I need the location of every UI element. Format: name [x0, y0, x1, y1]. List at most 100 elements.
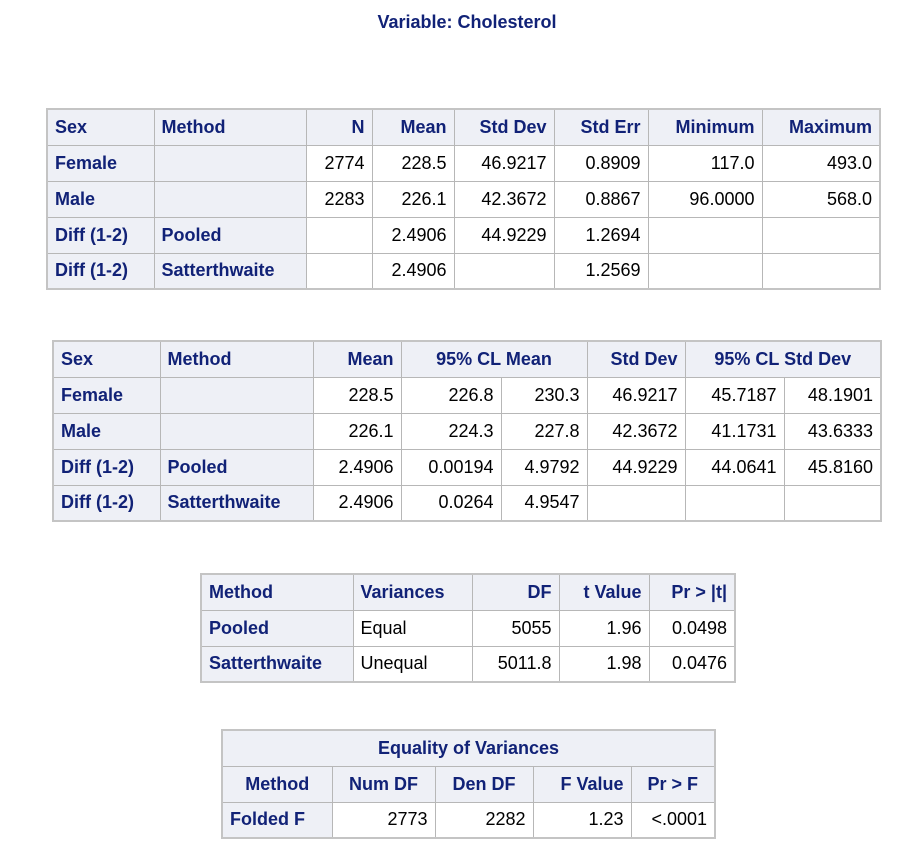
table-row: Satterthwaite Unequal 5011.8 1.98 0.0476: [200, 645, 736, 683]
table-header-row: Method Num DF Den DF F Value Pr > F: [221, 765, 716, 803]
table-cell: 0.8909: [553, 144, 649, 182]
table-cell: 42.3672: [586, 412, 686, 450]
table-row: Female 228.5 226.8 230.3 46.9217 45.7187…: [52, 376, 882, 414]
table-header-row: Sex Method Mean 95% CL Mean Std Dev 95% …: [52, 340, 882, 378]
column-header: Sex: [52, 340, 161, 378]
column-header: F Value: [532, 765, 632, 803]
row-header: [159, 412, 314, 450]
row-header: Female: [52, 376, 161, 414]
column-header: Num DF: [331, 765, 436, 803]
table-cell: 0.8867: [553, 180, 649, 218]
column-header: Method: [153, 108, 307, 146]
table-cell: 44.9229: [586, 448, 686, 486]
table-caption: Equality of Variances: [221, 729, 716, 767]
table-cell: 44.0641: [684, 448, 785, 486]
table-row: Female 2774 228.5 46.9217 0.8909 117.0 4…: [46, 144, 881, 182]
table-cell: 2.4906: [312, 448, 402, 486]
table-cell: 43.6333: [783, 412, 882, 450]
row-header: [159, 376, 314, 414]
statistics-table: Sex Method N Mean Std Dev Std Err Minimu…: [46, 108, 881, 290]
table-cell: 493.0: [761, 144, 881, 182]
column-header: Std Err: [553, 108, 649, 146]
row-header: Diff (1-2): [52, 484, 161, 522]
table-cell: 0.00194: [400, 448, 502, 486]
column-header: Mean: [312, 340, 402, 378]
table-cell: 226.8: [400, 376, 502, 414]
table-cell: 0.0498: [648, 609, 736, 647]
table-row: Diff (1-2) Pooled 2.4906 0.00194 4.9792 …: [52, 448, 882, 486]
row-header: [153, 180, 307, 218]
row-header: Folded F: [221, 801, 333, 839]
table-cell: 226.1: [371, 180, 455, 218]
column-header: Pr > |t|: [648, 573, 736, 611]
table-row: Male 226.1 224.3 227.8 42.3672 41.1731 4…: [52, 412, 882, 450]
table-cell: 568.0: [761, 180, 881, 218]
table-cell: [783, 484, 882, 522]
row-header: Pooled: [159, 448, 314, 486]
table-cell: 2.4906: [312, 484, 402, 522]
column-header: Method: [159, 340, 314, 378]
table-cell: 228.5: [371, 144, 455, 182]
table-row: Diff (1-2) Pooled 2.4906 44.9229 1.2694: [46, 216, 881, 254]
table-cell: [305, 216, 373, 254]
row-header: Diff (1-2): [52, 448, 161, 486]
column-header: Mean: [371, 108, 455, 146]
table-cell: 48.1901: [783, 376, 882, 414]
row-header: Pooled: [200, 609, 354, 647]
table-cell: [684, 484, 785, 522]
equality-of-variances-table: Equality of Variances Method Num DF Den …: [221, 729, 716, 839]
table-cell: 226.1: [312, 412, 402, 450]
table-cell: 230.3: [500, 376, 588, 414]
table-cell: <.0001: [630, 801, 716, 839]
table-cell: 228.5: [312, 376, 402, 414]
table-cell: 4.9547: [500, 484, 588, 522]
row-header: Satterthwaite: [153, 252, 307, 290]
column-header: Minimum: [647, 108, 763, 146]
table-cell: 5011.8: [471, 645, 560, 683]
column-header: Den DF: [434, 765, 534, 803]
table-cell: 227.8: [500, 412, 588, 450]
row-header: Pooled: [153, 216, 307, 254]
table-cell: 1.23: [532, 801, 632, 839]
table-cell: [647, 252, 763, 290]
table-cell: 45.7187: [684, 376, 785, 414]
column-header: Method: [200, 573, 354, 611]
row-header: Diff (1-2): [46, 252, 155, 290]
table-row: Diff (1-2) Satterthwaite 2.4906 1.2569: [46, 252, 881, 290]
table-cell: 1.2694: [553, 216, 649, 254]
column-header: Sex: [46, 108, 155, 146]
table-header-row: Method Variances DF t Value Pr > |t|: [200, 573, 736, 611]
table-cell: 1.2569: [553, 252, 649, 290]
row-header: [153, 144, 307, 182]
table-cell: 41.1731: [684, 412, 785, 450]
table-row: Pooled Equal 5055 1.96 0.0498: [200, 609, 736, 647]
column-header: Maximum: [761, 108, 881, 146]
ttests-table: Method Variances DF t Value Pr > |t| Poo…: [200, 573, 736, 683]
column-header: Variances: [352, 573, 473, 611]
table-row: Male 2283 226.1 42.3672 0.8867 96.0000 5…: [46, 180, 881, 218]
table-caption-row: Equality of Variances: [221, 729, 716, 767]
column-header: 95% CL Mean: [400, 340, 588, 378]
row-header: Male: [52, 412, 161, 450]
table-cell: 2.4906: [371, 252, 455, 290]
table-cell: 1.96: [558, 609, 650, 647]
table-cell: 42.3672: [453, 180, 555, 218]
table-cell: 96.0000: [647, 180, 763, 218]
table-cell: 2282: [434, 801, 534, 839]
column-header: 95% CL Std Dev: [684, 340, 882, 378]
table-row: Folded F 2773 2282 1.23 <.0001: [221, 801, 716, 839]
table-cell: 44.9229: [453, 216, 555, 254]
column-header: Std Dev: [453, 108, 555, 146]
page-title: Variable: Cholesterol: [377, 12, 557, 32]
row-header: Satterthwaite: [200, 645, 354, 683]
confidence-limits-table: Sex Method Mean 95% CL Mean Std Dev 95% …: [52, 340, 882, 522]
table-header-row: Sex Method N Mean Std Dev Std Err Minimu…: [46, 108, 881, 146]
row-header: Female: [46, 144, 155, 182]
table-cell: 5055: [471, 609, 560, 647]
table-cell: 46.9217: [586, 376, 686, 414]
row-header: Male: [46, 180, 155, 218]
table-cell: 117.0: [647, 144, 763, 182]
table-cell: 46.9217: [453, 144, 555, 182]
table-cell: [647, 216, 763, 254]
table-row: Diff (1-2) Satterthwaite 2.4906 0.0264 4…: [52, 484, 882, 522]
